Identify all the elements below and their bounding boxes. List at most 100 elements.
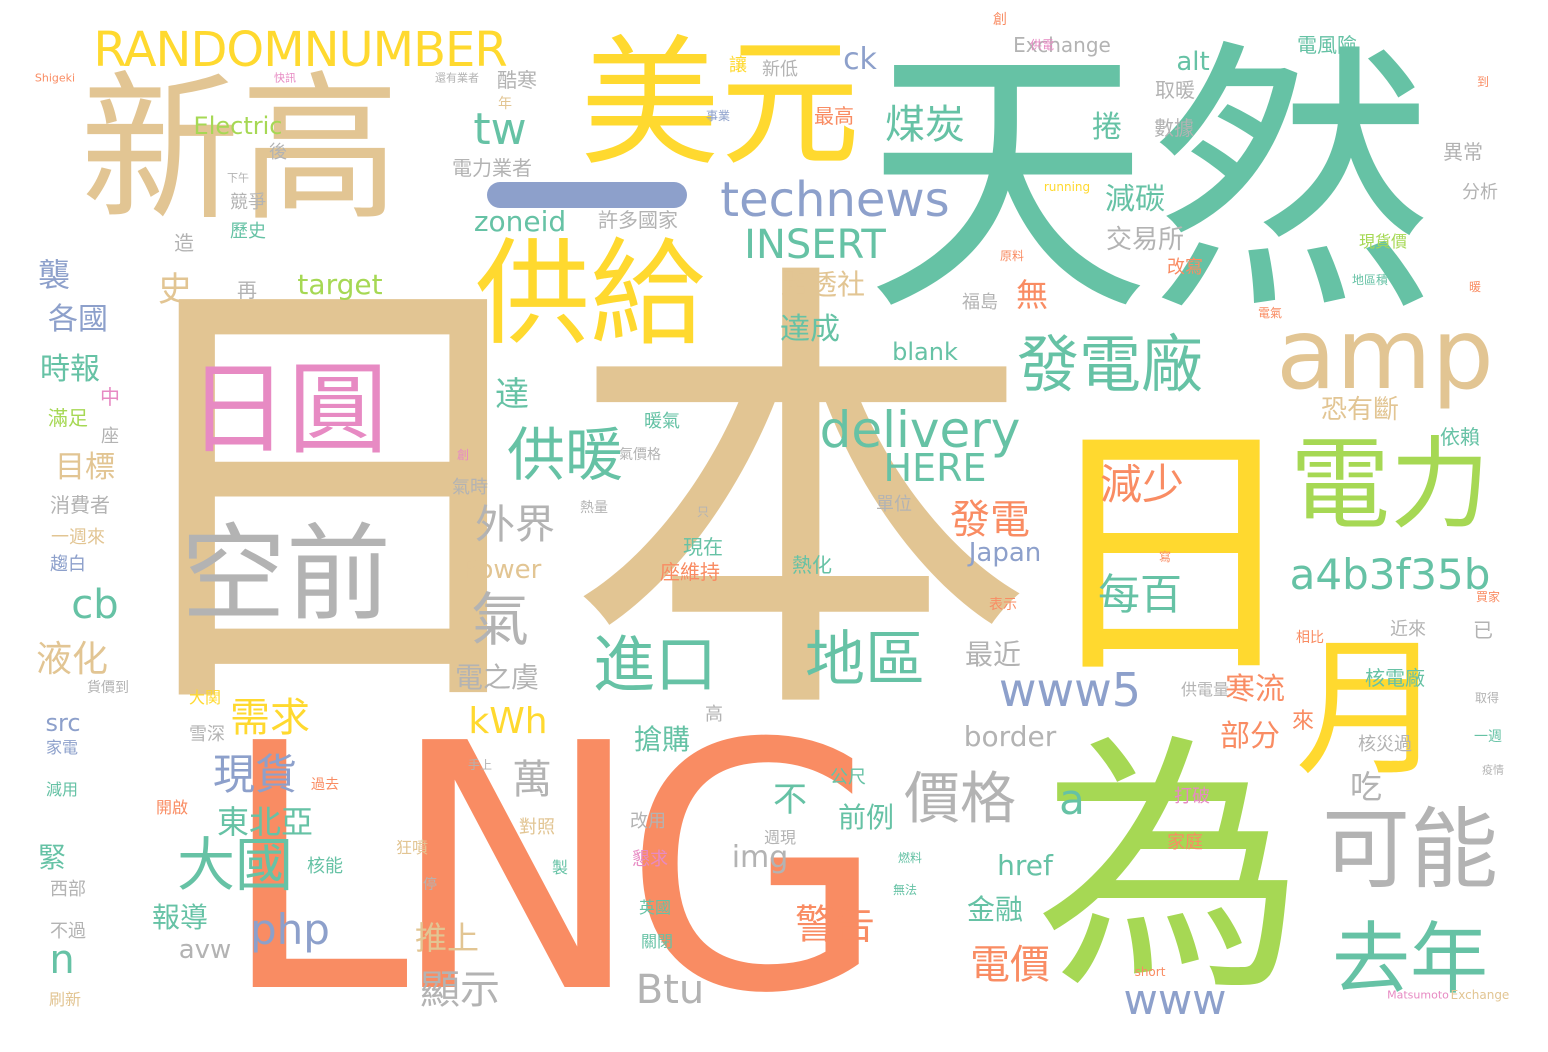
word-xianhuo: 現貨 [212,750,298,799]
word-yehua: 液化 [35,639,109,680]
word-dianqi: 暖 [1468,280,1482,294]
word-qubai: 趨白 [50,554,86,575]
word-zhengquan: 疫情 [1482,763,1504,777]
word-riyuan: 日圓 [188,351,388,468]
word-ranliao: 原料 [999,249,1025,263]
word-baodao: 報導 [151,901,209,934]
word-lng: LNG [219,672,886,1052]
word-zan: 供電 [1029,38,1055,52]
word-riben: 日本 [96,226,1036,773]
word-zao: 造 [174,231,194,255]
word-yecun: 取得 [1474,691,1500,705]
word-jianyong: 減用 [45,780,79,799]
word-wei: 為 [1035,712,1305,1027]
word-php: php [250,905,330,954]
word-gaixie: 改寫 [1167,257,1203,278]
word-meitan: 煤炭 [885,102,965,148]
word-fadian: 發電 [950,497,1030,543]
word-dongbeiya: 東北亞 [216,803,314,841]
word-guoqu: 過去 [311,777,339,793]
word-qude: 無法 [892,883,918,897]
word-xiawu: 相比 [1296,630,1324,646]
word-waijie: 外界 [475,502,555,548]
word-hanliu: 寒流 [1225,672,1285,707]
word-short: running [1043,180,1091,194]
word-dianzhiyu: 電之虞 [454,661,540,694]
word-ck: ck [843,42,877,77]
word-jiating: 家庭 [1167,832,1203,853]
word-xingao: 新高 [79,56,401,243]
word-jianshao: 減少 [1099,460,1185,509]
word-gongdianliang: 供電量 [1180,680,1230,699]
word-xi: 襲 [37,256,71,294]
word-n: n [49,937,75,983]
word-xibu: 西部 [50,879,86,900]
word-insert: INSERT [744,222,886,268]
word-yizhou: 一週 [1474,729,1502,745]
word-alt: alt [1176,47,1210,77]
word-tuishang: 推上 [414,919,480,957]
word-jinlai: 近來 [1390,619,1426,640]
word-zuigao: 最高 [814,104,854,128]
word-qianggou: 搶購 [633,723,691,756]
word-jiage: 價格 [904,767,1016,832]
word-here: HERE [883,446,987,490]
word-blank: blank [892,338,958,366]
word-qunian: 去年 [1331,915,1489,1005]
word-dacheng: 達成 [780,312,840,347]
word-kaiqi: 開啟 [155,798,189,817]
word-dianli: 電力 [1290,426,1490,543]
word-gongnuan: 供暖 [506,421,624,489]
word-zai: 再 [237,278,257,302]
word-a: a [1059,775,1085,824]
word-jinrong: 金融 [966,893,1024,926]
word-meiyuan: 美元 [579,23,861,186]
word-yue: 月 [1294,623,1446,797]
word-shuaxin: 刷新 [48,990,82,1009]
word-kucun: 還有業者 [435,71,479,85]
word-dapo: 打破 [1174,786,1210,807]
word-jinggao: 警告 [795,902,875,948]
word-haiyouyezhe: 快訊 [274,71,296,85]
word-tw: tw [473,104,527,155]
word-shi: 史 [158,270,192,310]
word-delivery: delivery [819,401,1021,459]
word-jiadian: 家電 [45,738,79,757]
word-zhi2: 只 [696,505,710,519]
word-zhong: 中 [100,385,120,409]
word-border: border [963,720,1057,753]
word-cb: cb [71,582,119,628]
word-www5: www5 [998,663,1142,717]
word-hezaiguo: 核災過 [1358,734,1412,755]
word-href: href [997,849,1053,882]
word-kuaixun: Shigeki [34,71,76,85]
word-wan: 萬 [512,757,552,803]
word-geguo: 各國 [48,302,108,337]
word-jin: 緊 [37,841,67,874]
word-xuduoguojia: 許多國家 [598,208,678,232]
word-nuanqi: 暖氣 [644,411,680,432]
word-xianhuojia: 現貨價 [1358,232,1408,251]
word-fudao: 福島 [962,292,998,313]
word-kenqiu: 懇求 [632,849,668,870]
word-chi: 吃 [1349,768,1383,806]
word-randomnumber-1: RANDOMNUMBER [93,22,507,78]
word-xueshen: 雪深 [189,724,225,745]
word-shoushang: 手上 [467,758,493,772]
word-danwei: 單位 [876,494,912,515]
word-yingguo: 英國 [638,898,672,917]
word-qi: 氣 [470,586,530,654]
word-nuan: 分析 [1462,182,1498,203]
word-src: src [45,709,81,737]
word-exchange: Exchange [1013,33,1111,57]
word-zhouxian: 週現 [763,828,797,847]
word-diquji: 表示 [989,597,1017,613]
word-buguo: 不過 [50,921,86,942]
word-qianli: 前例 [837,801,895,834]
word-yizhoulai: 一週來 [51,527,105,548]
word-gao: 高 [705,704,723,725]
word-tianran: 天然 [865,18,1435,351]
word-kuhan: 酷寒 [497,68,537,92]
word-target: target [297,268,383,301]
word-yuanliao: 下午 [227,171,249,185]
